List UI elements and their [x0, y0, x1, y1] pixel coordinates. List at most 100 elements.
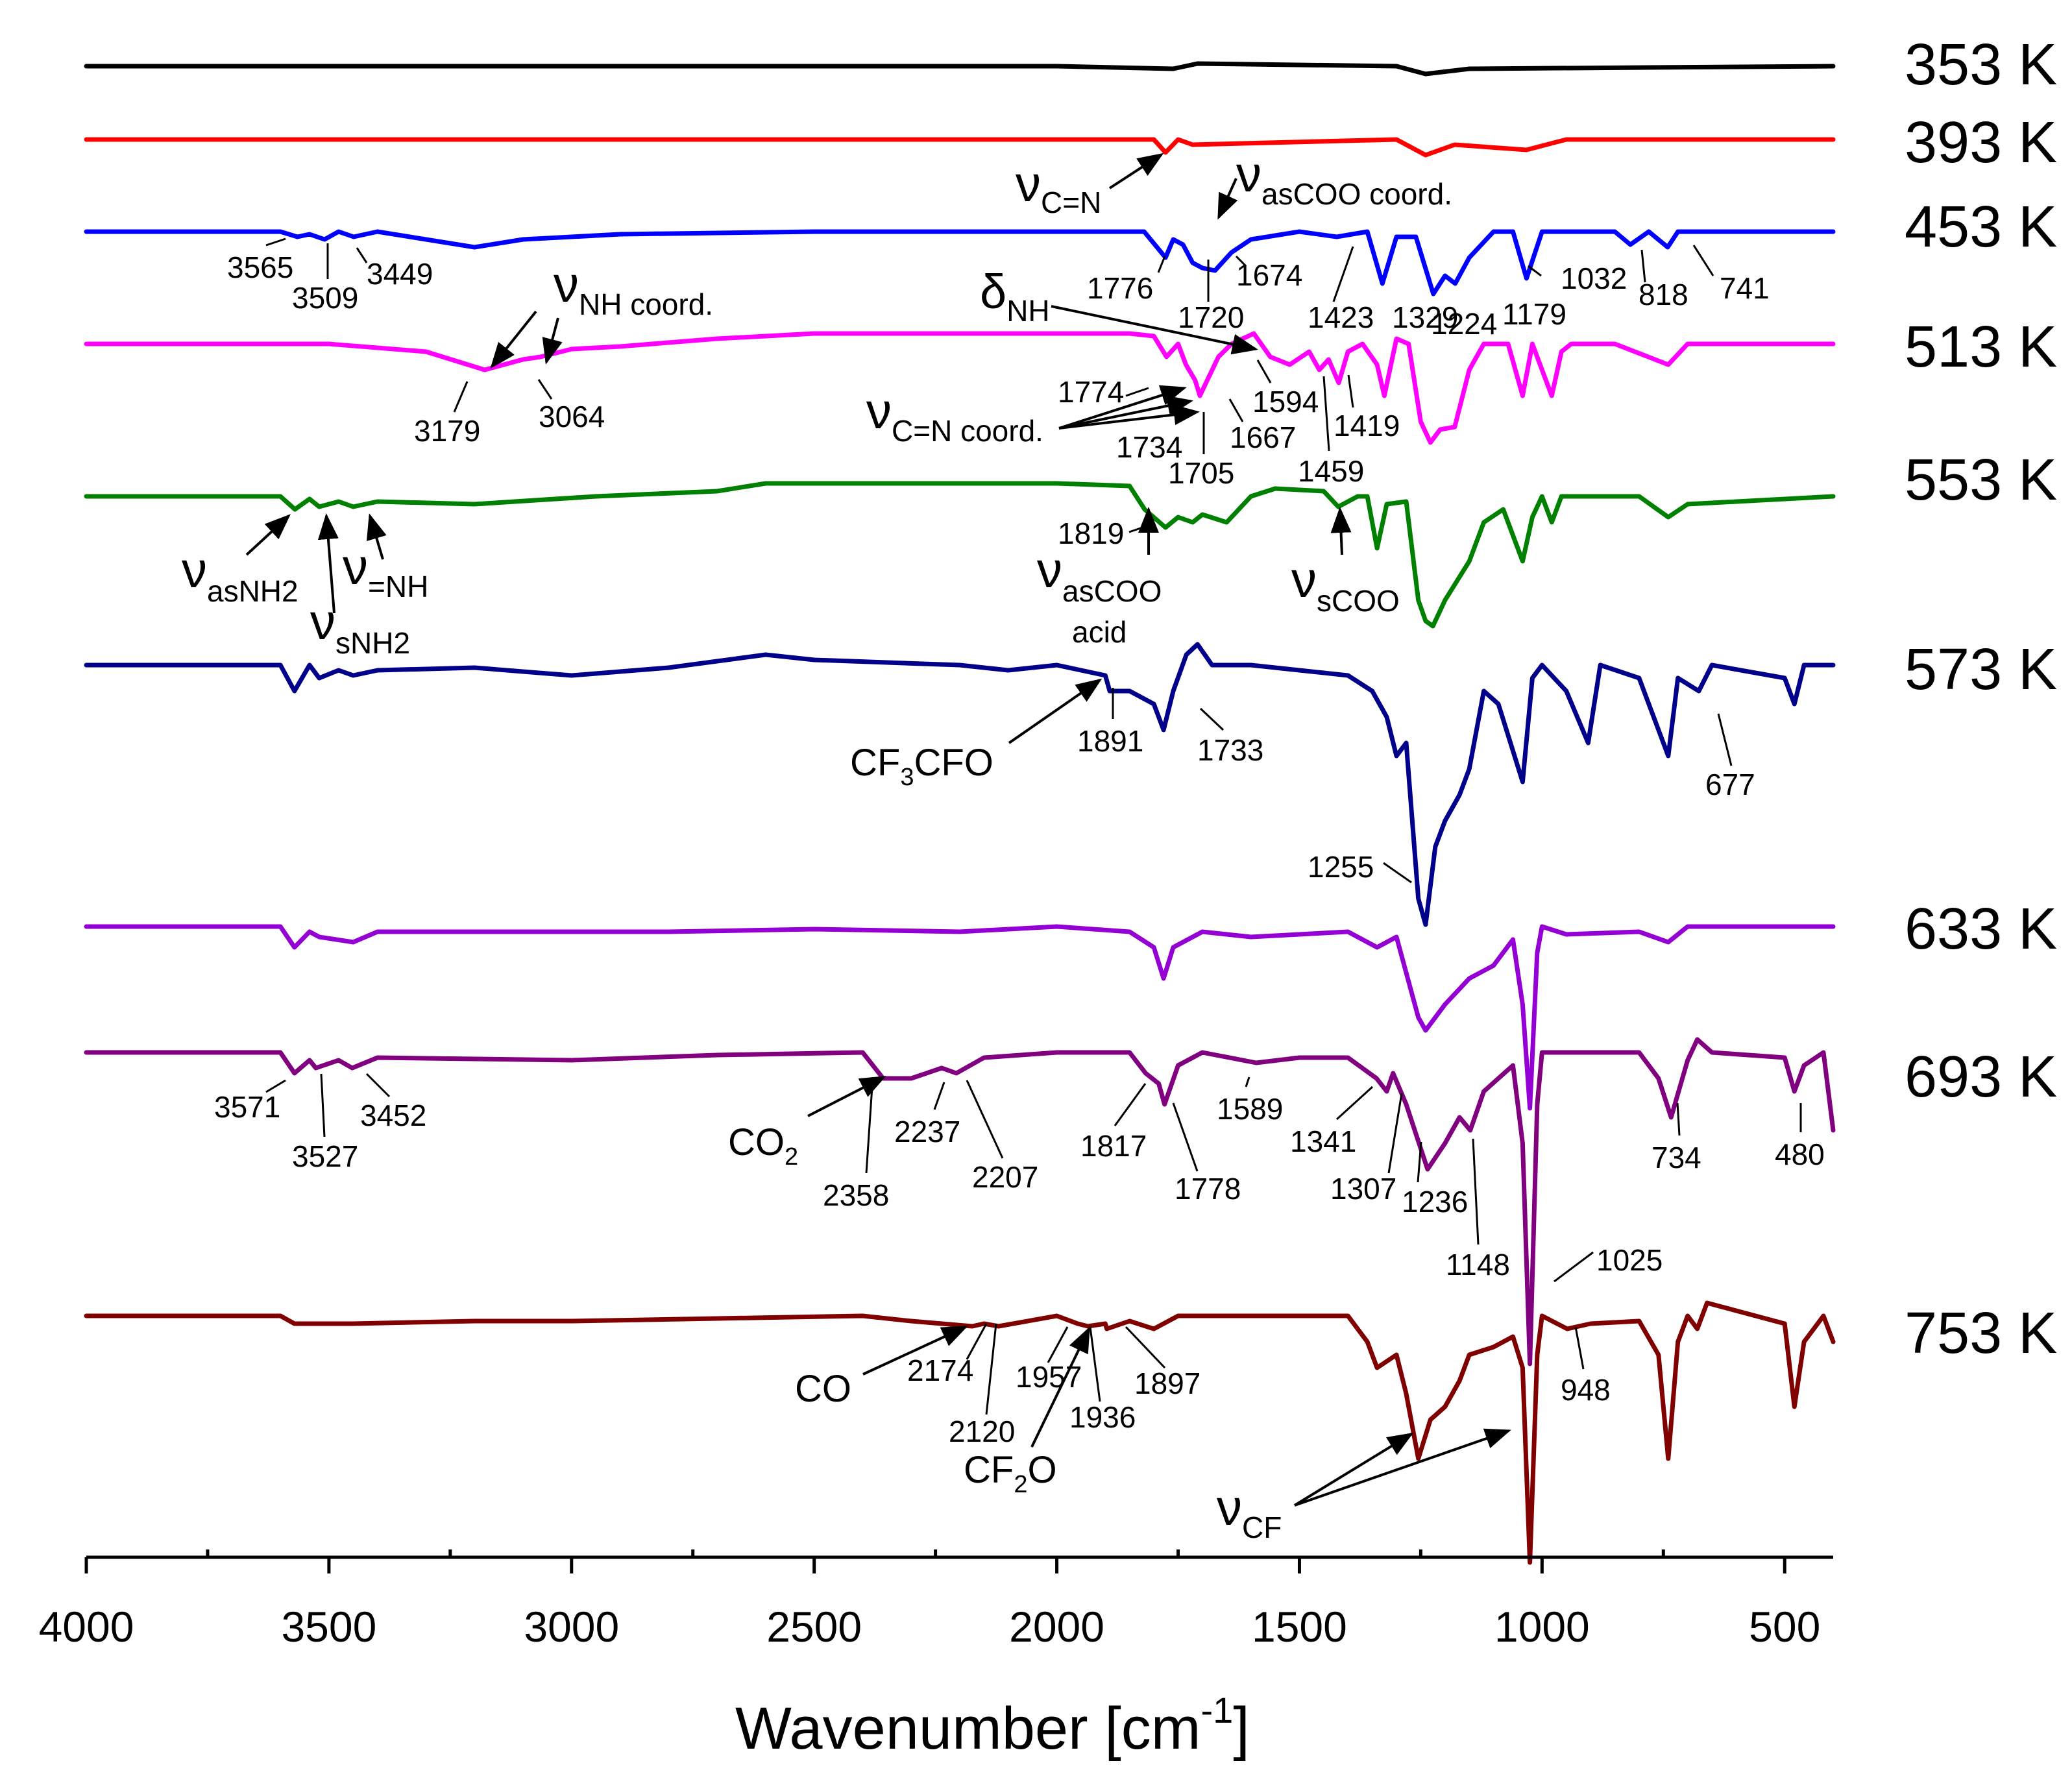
leader-line	[1574, 1326, 1585, 1370]
spectrum-line-453k	[84, 229, 1836, 297]
peak-label: 1734	[1116, 430, 1182, 464]
leader-line	[1125, 387, 1149, 397]
assign-co2: CO2	[728, 1121, 798, 1171]
leader-line	[1245, 1076, 1250, 1087]
peak-label: 1307	[1330, 1172, 1396, 1206]
assign-snh2: νsNH2	[310, 593, 410, 660]
peak-labels-513: 3179 3064 1774 1734 1705 1667 1594 1459 …	[414, 375, 1400, 490]
leader-line	[1472, 1138, 1480, 1245]
arrow-nh-coord-2	[542, 317, 563, 365]
temp-label-693: 693 K	[1905, 1045, 2057, 1110]
arrow-co	[862, 1326, 968, 1376]
leader-line	[1554, 1251, 1594, 1283]
arrow-asnh2	[245, 514, 291, 556]
peak-label: 1776	[1087, 271, 1153, 305]
spectrum-line-393k	[84, 137, 1836, 158]
x-tick-label: 4000	[39, 1603, 134, 1651]
x-tick-label: 3000	[524, 1603, 619, 1651]
peak-label: 3064	[539, 400, 605, 433]
peak-labels-693: 3571 3527 3452 2358 2237 2207 1817 1778 …	[214, 1090, 1825, 1281]
peak-label: 1891	[1077, 724, 1143, 758]
arrow-cf2o	[1030, 1326, 1090, 1448]
leader-line	[1335, 1086, 1374, 1121]
peak-label: 1705	[1168, 456, 1234, 490]
arrow-scoo	[1330, 507, 1352, 555]
leader-line	[265, 1079, 286, 1093]
leader-line	[1114, 1083, 1147, 1126]
temp-label-353: 353 K	[1905, 32, 2057, 97]
peak-label: 1674	[1236, 258, 1302, 292]
x-axis-ticks: 4000 3500 3000 2500 2000 1500 1000 500	[39, 1549, 1820, 1651]
leader-line	[1199, 707, 1225, 731]
spectrum-line-633k	[84, 924, 1836, 1111]
temp-label-753: 753 K	[1905, 1301, 2057, 1366]
arrow-co2	[807, 1076, 886, 1117]
peak-labels-553: 1819	[1058, 516, 1124, 550]
leader-line	[1676, 1102, 1681, 1136]
peak-label: 1032	[1561, 261, 1627, 295]
arrow-cf-2	[1294, 1428, 1511, 1507]
peak-label: 734	[1652, 1141, 1701, 1174]
arrow-cn-coord-1	[1058, 385, 1187, 430]
peak-label: 2207	[972, 1160, 1038, 1194]
leader-line	[1387, 1093, 1403, 1174]
peak-label: 1897	[1134, 1366, 1201, 1400]
assign-nh-coord: νNH coord.	[554, 256, 713, 321]
x-tick-label: 3500	[281, 1603, 376, 1651]
temp-label-573: 573 K	[1905, 637, 2057, 702]
leader-line	[1347, 374, 1354, 408]
arrow-cn-coord-2	[1058, 395, 1193, 430]
peak-label: 1224	[1431, 307, 1497, 341]
peak-label: 948	[1561, 1373, 1611, 1407]
peak-label: 2174	[907, 1354, 973, 1387]
assign-cf2o: CF2O	[964, 1449, 1057, 1498]
leader-line	[865, 1076, 874, 1174]
peak-label: 1419	[1334, 409, 1400, 443]
assign-ascoo-acid: νasCOO	[1037, 541, 1162, 608]
peak-label: 1589	[1217, 1092, 1283, 1126]
peak-label: 1459	[1298, 454, 1364, 488]
leader-line	[356, 247, 368, 263]
assign-co: CO	[795, 1368, 851, 1410]
peak-label: 1148	[1446, 1248, 1510, 1281]
leader-line	[453, 381, 469, 413]
peak-label: 3452	[360, 1099, 426, 1132]
assign-ascoo-coord: νasCOO coord.	[1236, 145, 1452, 211]
leader-line	[1172, 1102, 1199, 1172]
peak-label: 1255	[1308, 850, 1374, 884]
leader-line	[1228, 398, 1244, 422]
peak-label: 1594	[1252, 385, 1319, 419]
arrow-cf3cfo	[1008, 678, 1103, 744]
leader-line	[1256, 359, 1272, 383]
leader-line	[1125, 1326, 1166, 1369]
leader-line	[1692, 245, 1714, 276]
peak-label: 1819	[1058, 516, 1124, 550]
peak-label: 3179	[414, 414, 480, 448]
leader-line	[1640, 249, 1646, 283]
spectra-traces	[84, 61, 1836, 1565]
peak-label: 3527	[292, 1139, 358, 1173]
x-tick-label: 1500	[1252, 1603, 1347, 1651]
leader-lines	[265, 237, 1802, 1415]
leader-line	[320, 1073, 326, 1137]
leader-line	[1047, 1326, 1069, 1363]
peak-label: 1936	[1069, 1400, 1136, 1434]
leader-line	[1322, 376, 1330, 452]
peak-label: 677	[1705, 768, 1755, 801]
assign-eq-nh: ν=NH	[343, 538, 428, 603]
assign-asnh2: νasNH2	[182, 541, 299, 608]
temp-label-633: 633 K	[1905, 897, 2057, 962]
leader-line	[1528, 265, 1542, 277]
x-tick-label: 1000	[1494, 1603, 1590, 1651]
temp-label-513: 513 K	[1905, 315, 2057, 380]
arrow-eq-nh	[366, 513, 387, 560]
peak-label: 1329	[1392, 300, 1458, 334]
peak-label: 2237	[894, 1115, 960, 1148]
peak-labels-753: 2174 2120 1957 1936 1897 948	[907, 1354, 1611, 1448]
arrow-cn	[1108, 152, 1164, 189]
x-tick-label: 2000	[1009, 1603, 1104, 1651]
arrow-cf-1	[1293, 1432, 1414, 1507]
peak-label: 741	[1720, 271, 1770, 305]
